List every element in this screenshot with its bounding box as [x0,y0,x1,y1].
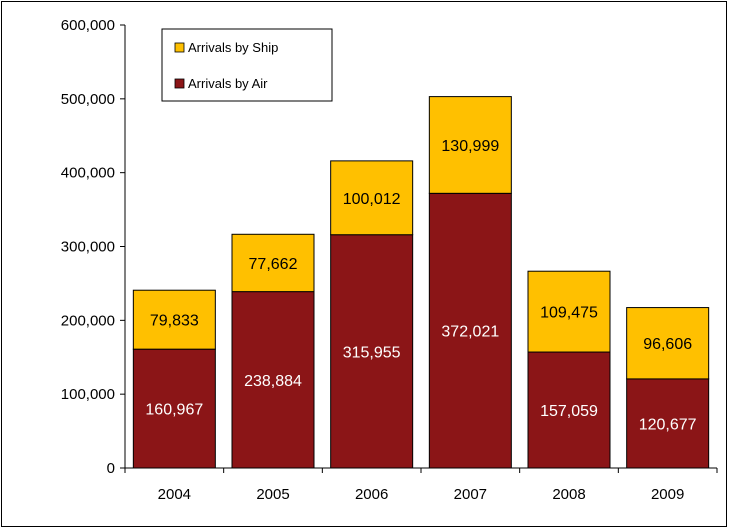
bar-air-2005 [231,291,315,469]
data-label-air-2004: 160,967 [145,402,203,419]
x-tick-label-2006: 2006 [355,486,388,503]
legend-label-ship: Arrivals by Ship [188,40,278,55]
bar-ship-2008 [527,270,611,353]
bar-ship-2005 [231,233,315,293]
bar-air-2007 [428,192,512,469]
y-tick-label: 100,000 [61,386,115,403]
legend-box [161,28,333,102]
legend-swatch-air [174,78,185,89]
x-tick-label-2005: 2005 [256,486,289,503]
legend-label-air: Arrivals by Air [188,76,268,91]
y-tick-label: 500,000 [61,91,115,108]
x-tick-label-2008: 2008 [552,486,585,503]
bar-ship-2007 [428,96,512,194]
data-label-ship-2009: 96,606 [643,336,692,353]
data-label-air-2006: 315,955 [343,344,401,361]
y-tick-label: 600,000 [61,17,115,34]
x-tick-label-2009: 2009 [651,486,684,503]
data-label-ship-2006: 100,012 [343,191,401,208]
data-label-air-2005: 238,884 [244,373,302,390]
y-tick-label: 300,000 [61,239,115,256]
y-tick-label: 0 [107,460,115,477]
data-label-air-2008: 157,059 [540,403,598,420]
bar-air-2006 [330,234,414,469]
bar-air-2008 [527,351,611,469]
legend-swatch-ship [174,42,185,53]
x-tick-label-2007: 2007 [454,486,487,503]
data-label-ship-2004: 79,833 [150,313,199,330]
data-label-ship-2007: 130,999 [441,138,499,155]
y-tick-label: 400,000 [61,165,115,182]
bar-air-2009 [626,378,710,469]
data-label-air-2009: 120,677 [639,416,697,433]
x-tick-label-2004: 2004 [158,486,191,503]
bar-ship-2009 [626,307,710,380]
bar-ship-2004 [132,289,216,350]
data-label-ship-2008: 109,475 [540,305,598,322]
data-label-ship-2005: 77,662 [249,256,298,273]
bar-air-2004 [132,348,216,469]
y-tick-label: 200,000 [61,312,115,329]
bar-ship-2006 [330,160,414,236]
data-label-air-2007: 372,021 [441,324,499,341]
